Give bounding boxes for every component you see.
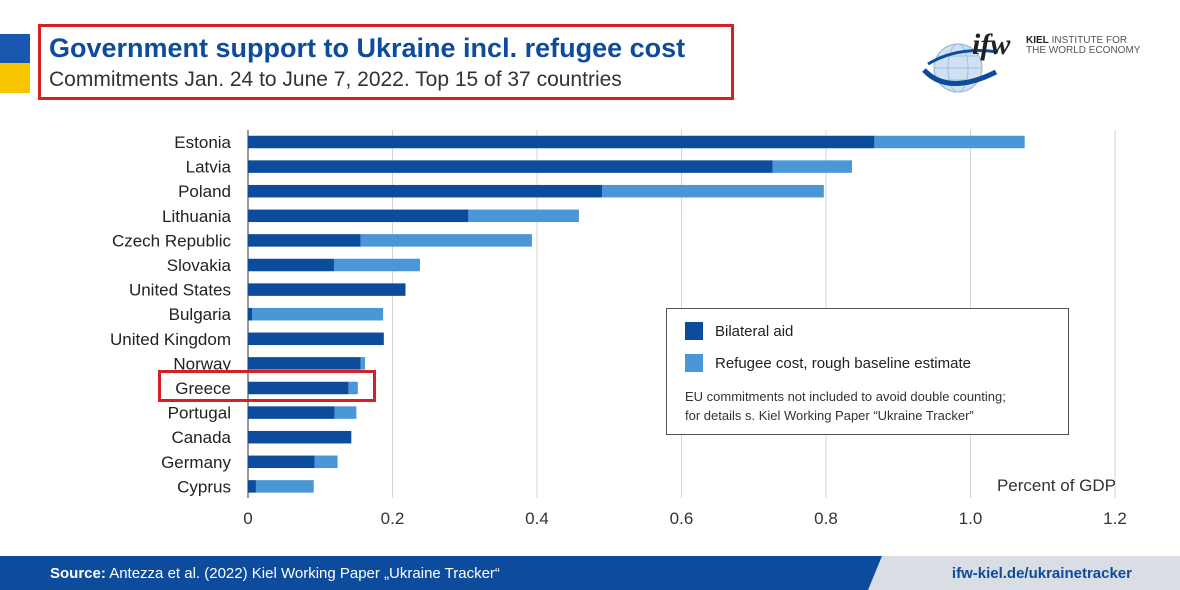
bar-refugee-norway xyxy=(360,357,366,370)
bar-chart: Estonia Latvia Poland Lithuania Czech Republ… xyxy=(110,130,1127,528)
bar-refugee-lithuania xyxy=(468,209,579,223)
title-highlight-box xyxy=(38,24,734,100)
legend-note-line2: for details s. Kiel Working Paper “Ukrai… xyxy=(685,408,974,423)
ukraine-flag-yellow xyxy=(0,63,30,93)
category-label: Greece xyxy=(175,379,231,398)
category-label: Czech Republic xyxy=(112,231,232,250)
legend-note: EU commitments not included to avoid dou… xyxy=(685,387,1006,425)
bar-bilateral-greece xyxy=(248,381,349,395)
legend-label-refugee: Refugee cost, rough baseline estimate xyxy=(715,354,971,372)
bar-refugee-estonia xyxy=(874,135,1025,149)
x-axis-label: Percent of GDP xyxy=(997,476,1116,495)
bar-bilateral-czech-republic xyxy=(248,234,361,247)
category-label: Lithuania xyxy=(162,207,232,226)
globe-icon xyxy=(922,43,999,93)
footer-url-panel xyxy=(868,556,1180,590)
bar-bilateral-slovakia xyxy=(248,258,334,272)
ukraine-flag-blue xyxy=(0,34,30,63)
bar-refugee-czech-republic xyxy=(360,234,532,247)
x-tick-label: 0.8 xyxy=(814,509,838,528)
logo-text: KIEL INSTITUTE FOR THE WORLD ECONOMY xyxy=(1026,36,1140,56)
bar-refugee-bulgaria xyxy=(252,307,384,321)
legend-swatch-bilateral xyxy=(685,322,703,340)
bar-refugee-germany xyxy=(314,455,338,469)
category-label: United States xyxy=(129,281,231,300)
category-label: Poland xyxy=(178,182,231,201)
chart-subtitle: Commitments Jan. 24 to June 7, 2022. Top… xyxy=(49,68,622,91)
x-tick-label: 0.4 xyxy=(525,509,549,528)
bar-bilateral-norway xyxy=(248,357,361,370)
bar-bilateral-cyprus xyxy=(248,480,256,493)
category-label: Latvia xyxy=(186,158,232,177)
bar-refugee-latvia xyxy=(772,160,853,173)
legend: Bilateral aid Refugee cost, rough baseli… xyxy=(666,308,1069,435)
bar-bilateral-germany xyxy=(248,455,315,469)
category-label: Canada xyxy=(171,428,231,447)
bar-bilateral-portugal xyxy=(248,406,335,419)
category-label: Estonia xyxy=(174,133,231,152)
logo-line2: THE WORLD ECONOMY xyxy=(1026,45,1141,56)
legend-swatch-refugee xyxy=(685,354,703,372)
bar-bilateral-latvia xyxy=(248,160,773,173)
bar-refugee-portugal xyxy=(334,406,357,419)
bar-refugee-poland xyxy=(602,184,824,198)
category-label: Germany xyxy=(161,453,231,472)
footer-url-link[interactable]: ifw-kiel.de/ukrainetracker xyxy=(951,565,1132,582)
chart-title: Government support to Ukraine incl. refu… xyxy=(49,33,686,63)
x-tick-label: 1.0 xyxy=(959,509,983,528)
category-label: United Kingdom xyxy=(110,330,231,349)
category-label: Bulgaria xyxy=(169,305,232,324)
legend-note-line1: EU commitments not included to avoid dou… xyxy=(685,389,1006,404)
bar-bilateral-united-kingdom xyxy=(248,332,384,346)
x-tick-label: 0.2 xyxy=(381,509,405,528)
legend-label-bilateral: Bilateral aid xyxy=(715,322,794,340)
category-label: Slovakia xyxy=(167,256,232,275)
greece-highlight-box xyxy=(158,370,376,402)
bar-refugee-greece xyxy=(348,381,358,395)
bar-bilateral-bulgaria xyxy=(248,307,253,321)
bar-bilateral-lithuania xyxy=(248,209,469,223)
chart-bars xyxy=(248,135,1025,493)
category-label: Cyprus xyxy=(177,477,231,496)
logo-line1: INSTITUTE FOR xyxy=(1051,35,1128,46)
bar-bilateral-canada xyxy=(248,430,352,444)
legend-item-refugee: Refugee cost, rough baseline estimate xyxy=(685,354,971,372)
chart-x-ticks: 0 0.2 0.4 0.6 0.8 1.0 1.2 xyxy=(243,509,1127,528)
bar-refugee-slovakia xyxy=(333,258,420,272)
source-citation: Antezza et al. (2022) Kiel Working Paper… xyxy=(109,565,500,582)
category-label: Portugal xyxy=(168,404,231,423)
logo-mark: ifw xyxy=(972,28,1011,61)
bar-refugee-cyprus xyxy=(255,480,314,493)
ifw-logo: ifw xyxy=(922,28,1011,93)
logo-kiel: KIEL xyxy=(1026,35,1049,46)
source-label: Source: xyxy=(50,565,106,582)
bar-bilateral-united-states xyxy=(248,283,406,296)
source-text: Source: Antezza et al. (2022) Kiel Worki… xyxy=(50,565,500,582)
bar-bilateral-estonia xyxy=(248,135,875,149)
x-tick-label: 1.2 xyxy=(1103,509,1127,528)
category-label: Norway xyxy=(173,354,231,373)
legend-item-bilateral: Bilateral aid xyxy=(685,322,793,340)
bar-bilateral-poland xyxy=(248,184,603,198)
x-tick-label: 0 xyxy=(243,509,252,528)
x-tick-label: 0.6 xyxy=(670,509,694,528)
chart-category-labels: Estonia Latvia Poland Lithuania Czech Republ… xyxy=(110,133,232,496)
